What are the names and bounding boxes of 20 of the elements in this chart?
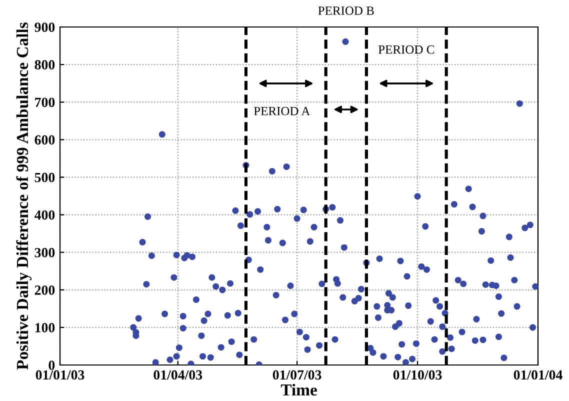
y-tick-label: 100 — [35, 323, 55, 332]
x-tick-label: 01/01/03 — [36, 370, 84, 380]
x-tick-label: 01/01/04 — [514, 370, 562, 380]
x-tick-label: 01/07/03 — [272, 370, 322, 380]
y-tick-label: 700 — [35, 98, 55, 108]
y-tick-label: 500 — [34, 172, 55, 182]
y-tick-label: 200 — [34, 285, 55, 295]
y-tick-label: 800 — [34, 60, 55, 70]
y-tick-label: 300 — [34, 248, 55, 258]
x-tick-label: 01/04/03 — [154, 370, 202, 380]
x-axis-title: Time — [280, 384, 317, 396]
annotation: PERIOD C — [378, 45, 434, 54]
y-tick-label: 900 — [34, 22, 55, 32]
y-tick-label: 0 — [48, 360, 55, 370]
y-tick-label: 600 — [34, 135, 55, 145]
y-axis-title: Positive Daily Difference of 999 Ambulance Calls — [16, 22, 32, 370]
y-tick-label: 400 — [34, 210, 55, 220]
x-tick-label: 01/10/03 — [393, 370, 442, 380]
annotation: PERIOD A — [254, 106, 310, 116]
text: PERIOD B — [318, 6, 374, 15]
